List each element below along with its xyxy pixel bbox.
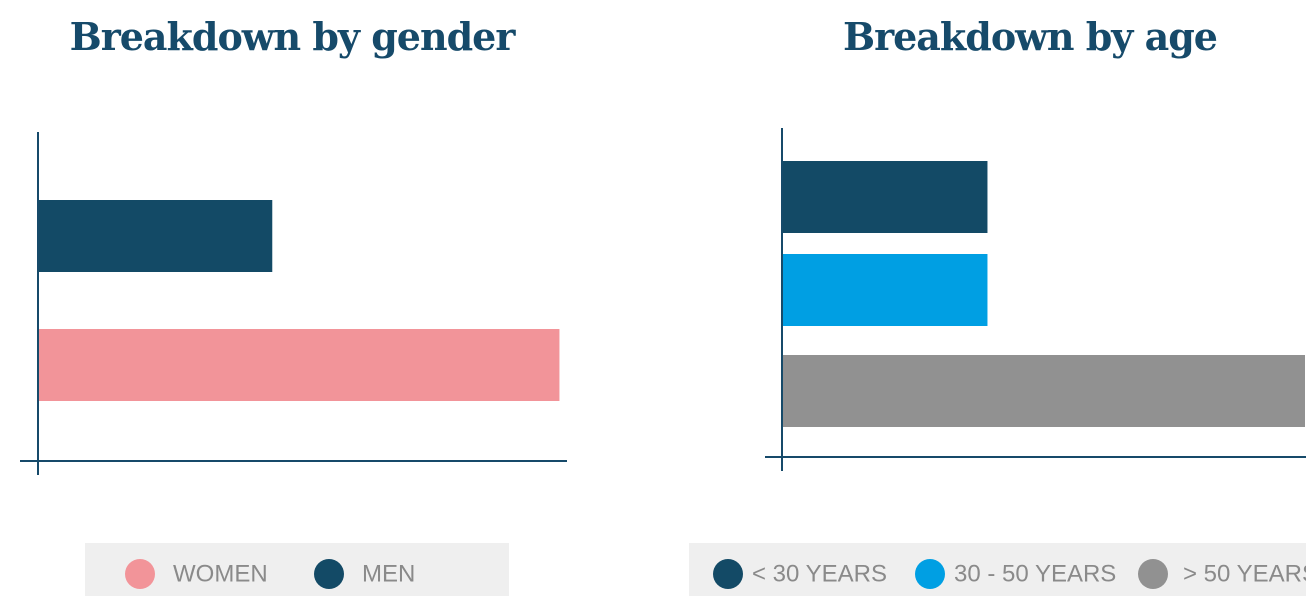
legend-label: MEN (362, 560, 415, 587)
legend-swatch (915, 559, 945, 589)
legend-box (85, 543, 509, 596)
chart-title: Breakdown by gender (70, 14, 517, 59)
legend-box (689, 543, 1306, 596)
legend-swatch (314, 559, 344, 589)
bar (782, 355, 1305, 427)
chart-title: Breakdown by age (843, 14, 1217, 59)
legend-label: > 50 YEARS (1183, 560, 1306, 587)
legend-swatch (1138, 559, 1168, 589)
bar (782, 161, 988, 233)
legend-swatch (125, 559, 155, 589)
legend-swatch (713, 559, 743, 589)
legend-label: 30 - 50 YEARS (954, 560, 1116, 587)
legend-label: WOMEN (173, 560, 268, 587)
legend-label: < 30 YEARS (752, 560, 887, 587)
bar (38, 329, 560, 401)
bar (782, 254, 988, 326)
bar (38, 200, 273, 272)
